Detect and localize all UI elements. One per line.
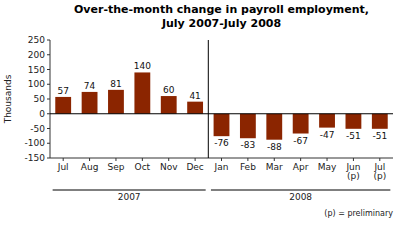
tick-label: -50 bbox=[30, 124, 45, 134]
data-label: 81 bbox=[110, 79, 121, 89]
tick-mark bbox=[168, 158, 169, 161]
tick-mark bbox=[300, 158, 301, 161]
tick-label-line: Jul bbox=[57, 162, 69, 172]
tick-label: Sep bbox=[107, 162, 124, 172]
tick-label: 150 bbox=[28, 65, 45, 75]
tick-label-line: Dec bbox=[186, 162, 203, 172]
tick-label: Mar bbox=[266, 162, 283, 172]
bar bbox=[266, 114, 282, 140]
data-labels: 57 74 81 140 60 41 -76 -83 -88 -67 -47 -51 -51 bbox=[57, 61, 387, 151]
tick-label: Feb bbox=[240, 162, 256, 172]
tick-mark bbox=[89, 158, 90, 161]
note: (p) = preliminary bbox=[324, 209, 393, 218]
group-line bbox=[211, 190, 390, 191]
data-label: 74 bbox=[84, 81, 96, 91]
zero-line bbox=[50, 113, 393, 114]
bar bbox=[55, 97, 71, 114]
y-axis-line bbox=[50, 40, 51, 158]
data-label: 60 bbox=[163, 85, 175, 95]
tick-mark bbox=[247, 158, 248, 161]
tick-mark bbox=[327, 158, 328, 161]
tick-label: Jan bbox=[214, 162, 229, 172]
tick-mark bbox=[221, 158, 222, 161]
tick-label-line: Mar bbox=[266, 162, 283, 172]
data-label: -51 bbox=[372, 131, 387, 141]
tick-label: 0 bbox=[39, 109, 45, 119]
data-label: -88 bbox=[267, 142, 282, 152]
data-label: -67 bbox=[293, 136, 308, 146]
tick-label-line: Nov bbox=[160, 162, 178, 172]
tick-mark bbox=[353, 158, 354, 161]
data-label: -51 bbox=[346, 131, 361, 141]
bar bbox=[214, 114, 230, 136]
chart: Over-the-month change in payroll employm… bbox=[0, 0, 401, 238]
subtitle: July 2007-July 2008 bbox=[161, 17, 281, 30]
tick-label: Jul bbox=[57, 162, 69, 172]
bar bbox=[372, 114, 388, 129]
tick-label: 200 bbox=[28, 50, 45, 60]
bar bbox=[82, 92, 98, 114]
data-label: 140 bbox=[134, 61, 151, 71]
tick-label-line: (p) bbox=[347, 171, 360, 181]
tick-label-line: Feb bbox=[240, 162, 256, 172]
tick-mark bbox=[115, 158, 116, 161]
group-label: 2008 bbox=[289, 192, 312, 202]
tick-mark bbox=[379, 158, 380, 161]
tick-mark bbox=[142, 158, 143, 161]
tick-label: 250 bbox=[28, 35, 45, 45]
tick-label-line: Oct bbox=[135, 162, 151, 172]
tick-label: -100 bbox=[25, 138, 46, 148]
tick-mark bbox=[195, 158, 196, 161]
bar bbox=[293, 114, 309, 134]
tick-label: -150 bbox=[25, 153, 46, 163]
tick-label: May bbox=[318, 162, 337, 172]
group-line bbox=[53, 190, 206, 191]
bar bbox=[108, 90, 124, 114]
tick-label: Dec bbox=[186, 162, 203, 172]
tick-label-line: Jan bbox=[214, 162, 229, 172]
bar bbox=[240, 114, 256, 138]
x-axis: Jul Aug Sep Oct Nov Dec Jan Feb Mar Apr May Jun(p) J… bbox=[57, 158, 386, 181]
tick-label: Apr bbox=[293, 162, 309, 172]
tick-mark bbox=[274, 158, 275, 161]
tick-label: Oct bbox=[135, 162, 151, 172]
group-label: 2007 bbox=[118, 192, 141, 202]
bar bbox=[187, 102, 203, 114]
bar bbox=[161, 96, 177, 114]
divider bbox=[208, 40, 209, 158]
data-label: -83 bbox=[241, 140, 256, 150]
tick-label: Aug bbox=[81, 162, 99, 172]
data-label: -76 bbox=[214, 138, 229, 148]
tick-label: Nov bbox=[160, 162, 178, 172]
bar bbox=[134, 72, 150, 113]
bars bbox=[55, 72, 387, 139]
tick-label: Jun(p) bbox=[345, 162, 360, 181]
tick-label-line: Apr bbox=[293, 162, 309, 172]
bar bbox=[346, 114, 362, 129]
tick-label-line: (p) bbox=[373, 171, 386, 181]
y-axis: -150 -100 -50 0 50 100 150 200 250 bbox=[25, 35, 393, 163]
tick-label: Jul(p) bbox=[373, 162, 386, 181]
tick-label-line: Aug bbox=[81, 162, 99, 172]
tick-label-line: Sep bbox=[107, 162, 124, 172]
tick-mark bbox=[63, 158, 64, 161]
data-label: 41 bbox=[189, 91, 200, 101]
tick-label: 50 bbox=[34, 94, 46, 104]
title: Over-the-month change in payroll employm… bbox=[74, 3, 369, 16]
tick-label-line: May bbox=[318, 162, 337, 172]
y-axis-label: Thousands bbox=[3, 74, 13, 124]
tick-label: 100 bbox=[28, 79, 45, 89]
data-label: 57 bbox=[57, 86, 68, 96]
bar bbox=[319, 114, 335, 128]
data-label: -47 bbox=[320, 130, 335, 140]
